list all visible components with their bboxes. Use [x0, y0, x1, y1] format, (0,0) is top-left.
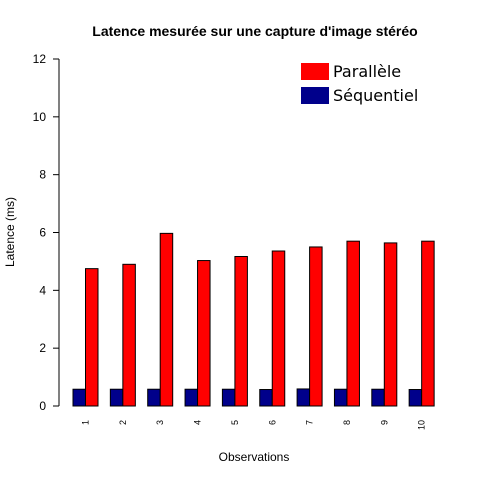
bar-squentiel-5	[221, 388, 236, 407]
bar-squentiel-6	[259, 389, 273, 407]
x-tick-label: 2	[118, 420, 128, 425]
legend-swatch	[301, 87, 329, 104]
bar-squentiel-1	[72, 388, 86, 407]
y-tick-label: 10	[33, 110, 47, 124]
legend-label: Parallèle	[333, 62, 401, 81]
bar-parallle-8	[346, 240, 360, 407]
legend-label: Séquentiel	[333, 86, 418, 105]
x-tick-label: 3	[155, 420, 165, 425]
bar-squentiel-9	[371, 388, 385, 407]
bar-squentiel-7	[296, 388, 311, 407]
bars-group	[72, 232, 435, 407]
y-tick-label: 6	[39, 226, 46, 240]
y-axis: 0 2 4 6 8 10 12	[33, 52, 60, 413]
bar-parallle-5	[234, 256, 248, 407]
bar-squentiel-2	[109, 388, 124, 407]
x-tick-label: 4	[193, 420, 203, 425]
x-axis: 1 2 3 4 5 6 7 8 9 10	[81, 420, 427, 430]
bar-parallle-4	[197, 260, 211, 407]
bar-squentiel-4	[184, 388, 199, 407]
bar-squentiel-10	[408, 389, 423, 407]
x-tick-label: 7	[305, 420, 315, 425]
x-tick-label: 8	[342, 420, 352, 425]
y-tick-label: 8	[39, 168, 46, 182]
x-tick-label: 9	[379, 420, 389, 425]
x-tick-label: 10	[417, 420, 427, 430]
bar-squentiel-8	[333, 388, 348, 407]
y-axis-label: Latence (ms)	[3, 197, 17, 267]
x-tick-label: 5	[230, 420, 240, 425]
chart-title: Latence mesurée sur une capture d'image …	[92, 23, 417, 39]
y-tick-label: 2	[39, 341, 46, 355]
x-tick-label: 1	[81, 420, 91, 425]
bar-squentiel-3	[147, 388, 161, 407]
y-tick-label: 0	[39, 399, 46, 413]
bar-parallle-7	[309, 246, 323, 407]
y-tick-label: 4	[39, 283, 46, 297]
legend-swatch	[301, 63, 329, 80]
y-tick-label: 12	[33, 52, 47, 66]
bar-parallle-2	[122, 263, 136, 407]
legend: Parallèle Séquentiel	[301, 62, 418, 105]
x-tick-label: 6	[267, 420, 277, 425]
bar-parallle-9	[383, 242, 398, 407]
x-axis-label: Observations	[219, 450, 290, 464]
bar-parallle-6	[271, 250, 286, 407]
bar-parallle-3	[159, 232, 174, 407]
bar-parallle-10	[421, 240, 435, 407]
bar-parallle-1	[85, 268, 99, 407]
